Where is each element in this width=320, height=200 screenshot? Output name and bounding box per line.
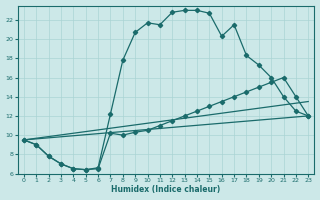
X-axis label: Humidex (Indice chaleur): Humidex (Indice chaleur) (111, 185, 221, 194)
